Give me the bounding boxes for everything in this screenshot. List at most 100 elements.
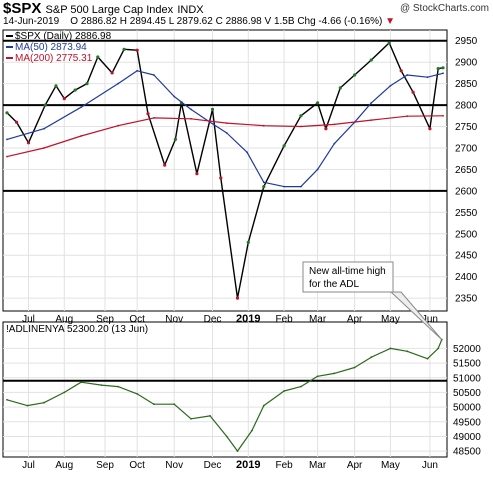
price-point (173, 137, 177, 141)
adl-point (406, 350, 409, 353)
watermark: @ StockCharts.com (399, 3, 489, 14)
ma50-point (370, 102, 373, 104)
security-name: S&P 500 Large Cap Index (45, 4, 174, 16)
price-point (122, 47, 126, 51)
price-point (54, 84, 58, 88)
adl-point (353, 366, 356, 369)
ma50-point (153, 74, 155, 76)
price-y-tick-label: 2700 (455, 144, 478, 155)
adl-x-tick-label: 2019 (236, 459, 260, 471)
ma200-point (6, 155, 8, 158)
down-triangle-icon: ▼ (385, 16, 396, 27)
ma200-point (117, 124, 119, 127)
price-x-tick-label: Aug (55, 314, 73, 325)
adl-point (153, 403, 155, 406)
adl-point (43, 401, 45, 404)
adl-point (262, 404, 265, 407)
ma50-point (117, 82, 119, 85)
price-point (210, 107, 215, 111)
price-y-tick-label: 2450 (455, 251, 478, 262)
adl-point (173, 403, 176, 406)
annotation-arrow (389, 291, 443, 340)
ma200-point (300, 125, 302, 128)
price-point (163, 163, 167, 167)
adl-x-tick-label: Sep (96, 460, 114, 471)
adl-point (437, 347, 440, 350)
price-legend-entry: MA(50) 2873.94 (15, 42, 87, 53)
price-x-tick-label: Dec (204, 314, 222, 325)
price-point (338, 86, 342, 90)
adl-y-tick-label: 48500 (453, 447, 481, 458)
ma50-point (262, 181, 265, 184)
price-y-tick-label: 2500 (455, 229, 478, 240)
ma200-point (406, 115, 409, 118)
adl-point (6, 398, 8, 401)
price-point (428, 127, 432, 131)
adl-y-tick-label: 49000 (453, 432, 481, 443)
adl-point (316, 375, 319, 378)
adl-point (236, 450, 239, 452)
price-point (5, 111, 9, 115)
price-point (96, 55, 100, 59)
price-legend-entry: MA(200) 2775.31 (15, 53, 93, 64)
adl-point (389, 347, 392, 350)
ma200-point (262, 124, 265, 127)
price-y-tick-label: 2350 (455, 294, 478, 305)
price-x-tick-label: Sep (96, 314, 114, 325)
price-point (15, 120, 19, 124)
ma50-point (43, 127, 45, 130)
price-point (299, 114, 303, 118)
ma50-point (136, 69, 139, 72)
adl-x-tick-label: Oct (129, 460, 145, 471)
chart-title: $SPX S&P 500 Large Cap Index INDX (3, 0, 204, 17)
price-point (411, 90, 415, 94)
price-point (369, 58, 373, 62)
price-x-tick-label: Mar (309, 314, 327, 325)
adl-point (26, 404, 29, 407)
symbol: $SPX (3, 0, 42, 17)
price-y-tick-label: 2900 (455, 58, 478, 69)
price-point (441, 66, 445, 70)
adl-x-tick-label: Feb (275, 460, 293, 471)
quote-date: 14-Jun-2019 (3, 16, 60, 27)
price-point (316, 101, 320, 105)
price-x-tick-label: Jul (22, 314, 35, 325)
price-y-tick-label: 2850 (455, 79, 478, 90)
price-y-tick-label: 2650 (455, 165, 478, 176)
adl-point (63, 391, 66, 394)
price-point (282, 144, 286, 148)
price-y-tick-label: 2400 (455, 272, 478, 283)
adl-point (190, 417, 192, 420)
adl-y-tick-label: 50500 (453, 388, 481, 399)
adl-x-tick-label: May (381, 460, 400, 471)
ma50-point (300, 185, 302, 188)
ma50-point (173, 95, 176, 98)
price-y-tick-label: 2950 (455, 36, 478, 47)
adl-point (283, 390, 285, 392)
adl-y-tick-label: 50000 (453, 403, 481, 414)
annotation-text: New all-time high (309, 266, 386, 277)
adl-point (136, 393, 139, 395)
ma50-point (190, 108, 192, 111)
ma200-point (80, 135, 82, 137)
price-point (62, 97, 66, 101)
price-point (73, 88, 77, 92)
price-point (246, 240, 250, 244)
adl-y-tick-label: 49500 (453, 417, 481, 428)
ohlc-values: O 2886.82 H 2894.45 L 2879.62 C 2886.98 … (70, 16, 295, 27)
price-x-tick-label: May (381, 314, 400, 325)
price-y-tick-label: 2600 (455, 186, 478, 197)
adl-x-tick-label: Mar (309, 460, 327, 471)
ma50-point (389, 84, 392, 87)
ma50-point (6, 138, 8, 141)
adl-point (333, 372, 336, 375)
ma50-point (80, 106, 82, 109)
price-point (353, 73, 357, 77)
adl-point (80, 381, 82, 384)
price-point (110, 71, 114, 75)
price-x-tick-label: 2019 (236, 313, 260, 325)
ma200-point (442, 114, 444, 117)
ma50-point (406, 74, 409, 76)
adl-point (209, 415, 212, 417)
